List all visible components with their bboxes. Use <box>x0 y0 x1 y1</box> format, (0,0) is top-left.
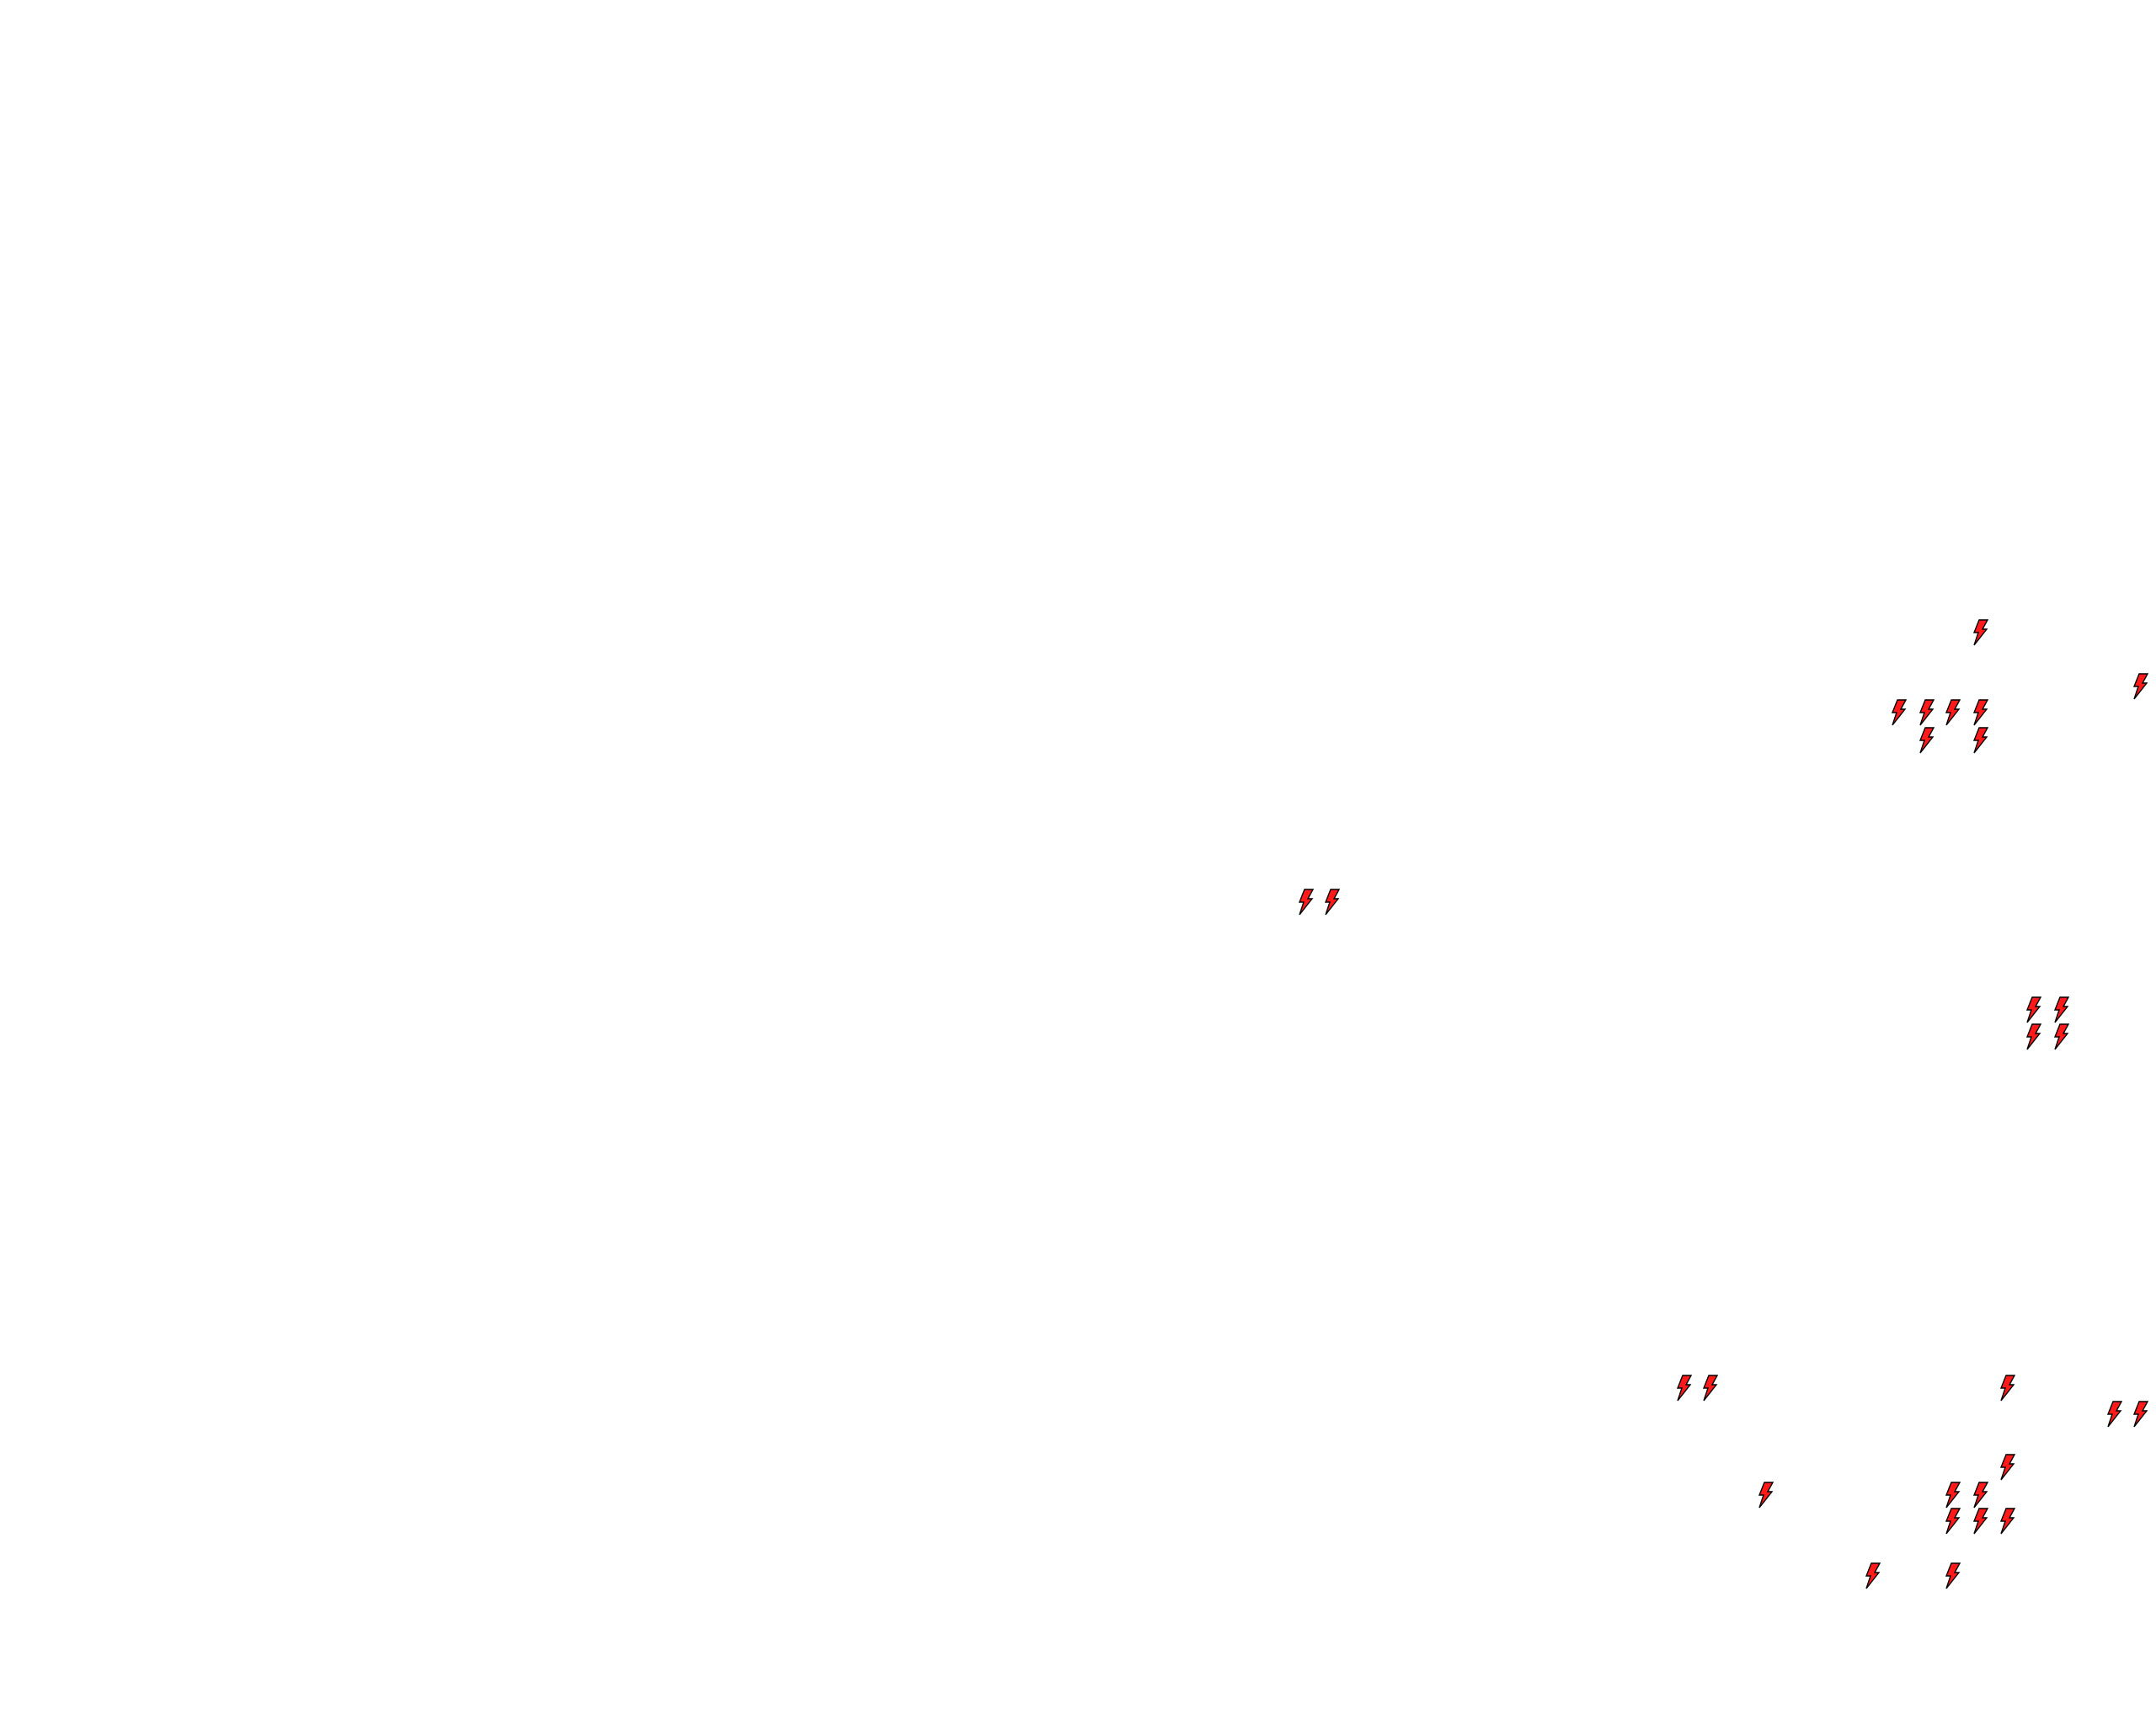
lightning-marker[interactable] <box>1945 1482 1961 1509</box>
lightning-bolt-icon <box>2106 1401 2123 1428</box>
lightning-marker[interactable] <box>1702 1375 1719 1402</box>
lightning-bolt-icon <box>1919 699 1935 726</box>
lightning-bolt-icon <box>1298 889 1315 916</box>
lightning-marker[interactable] <box>1972 619 1989 646</box>
lightning-bolt-icon <box>1972 619 1989 646</box>
lightning-bolt-icon <box>1324 889 1341 916</box>
lightning-marker[interactable] <box>1945 1562 1961 1589</box>
lightning-bolt-icon <box>2025 1023 2042 1050</box>
lightning-marker[interactable] <box>1865 1562 1881 1589</box>
lightning-marker[interactable] <box>1999 1508 2016 1535</box>
lightning-bolt-icon <box>1999 1454 2016 1481</box>
lightning-marker[interactable] <box>1676 1375 1693 1402</box>
lightning-marker[interactable] <box>1972 1508 1989 1535</box>
lightning-marker[interactable] <box>1972 727 1989 754</box>
lightning-bolt-icon <box>1945 1482 1961 1509</box>
lightning-bolt-icon <box>1945 1508 1961 1535</box>
lightning-marker[interactable] <box>1891 699 1908 726</box>
lightning-bolt-icon <box>2132 673 2149 700</box>
lightning-bolt-icon <box>1972 727 1989 754</box>
lightning-bolt-icon <box>1891 699 1908 726</box>
lightning-bolt-icon <box>1972 1482 1989 1509</box>
lightning-bolt-icon <box>2132 1401 2149 1428</box>
lightning-marker[interactable] <box>1324 889 1341 916</box>
lightning-bolt-icon <box>1972 699 1989 726</box>
lightning-bolt-icon <box>1676 1375 1693 1402</box>
lightning-marker[interactable] <box>1972 1482 1989 1509</box>
lightning-marker[interactable] <box>1945 1508 1961 1535</box>
lightning-marker[interactable] <box>1999 1375 2016 1402</box>
lightning-bolt-icon <box>1945 699 1961 726</box>
lightning-bolt-icon <box>1972 1508 1989 1535</box>
lightning-marker[interactable] <box>1919 727 1935 754</box>
lightning-marker[interactable] <box>2053 996 2070 1023</box>
lightning-marker[interactable] <box>1972 699 1989 726</box>
lightning-marker[interactable] <box>1999 1454 2016 1481</box>
lightning-bolt-icon <box>1999 1508 2016 1535</box>
lightning-bolt-icon <box>1702 1375 1719 1402</box>
lightning-bolt-icon <box>1865 1562 1881 1589</box>
lightning-marker[interactable] <box>2053 1023 2070 1050</box>
lightning-bolt-icon <box>2025 996 2042 1023</box>
lightning-marker[interactable] <box>1919 699 1935 726</box>
lightning-marker[interactable] <box>1298 889 1315 916</box>
lightning-bolt-icon <box>1945 1562 1961 1589</box>
lightning-bolt-icon <box>1919 727 1935 754</box>
lightning-marker[interactable] <box>1758 1482 1774 1509</box>
lightning-bolt-icon <box>1999 1375 2016 1402</box>
lightning-marker[interactable] <box>2132 673 2149 700</box>
lightning-bolt-icon <box>2053 1023 2070 1050</box>
lightning-bolt-icon <box>1758 1482 1774 1509</box>
lightning-marker[interactable] <box>1945 699 1961 726</box>
lightning-bolt-icon <box>2053 996 2070 1023</box>
lightning-marker[interactable] <box>2025 996 2042 1023</box>
lightning-marker[interactable] <box>2132 1401 2149 1428</box>
lightning-marker[interactable] <box>2025 1023 2042 1050</box>
lightning-marker[interactable] <box>2106 1401 2123 1428</box>
